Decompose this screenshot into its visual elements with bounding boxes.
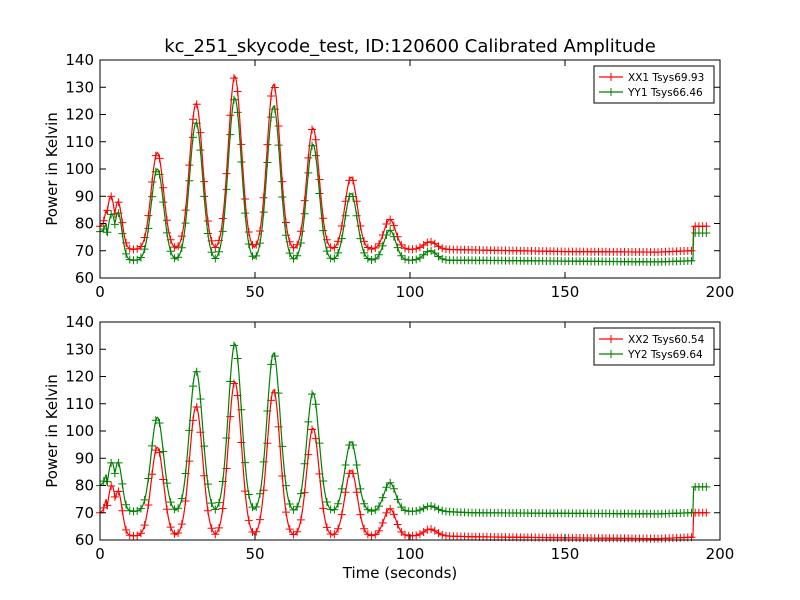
- legend-marker: [607, 88, 615, 96]
- x-tick-label: 0: [95, 545, 105, 563]
- y-tick-label: 130: [65, 340, 94, 358]
- y-tick-label: 70: [75, 242, 94, 260]
- y-tick-label: 90: [75, 449, 94, 467]
- y-tick-label: 80: [75, 477, 94, 495]
- y-axis-label: Power in Kelvin: [43, 112, 61, 226]
- chart-title: kc_251_skycode_test, ID:120600 Calibrate…: [164, 36, 656, 57]
- y-tick-label: 110: [65, 133, 94, 151]
- y-tick-label: 60: [75, 269, 94, 287]
- y-tick-label: 90: [75, 187, 94, 205]
- y-tick-label: 110: [65, 395, 94, 413]
- legend-marker: [607, 350, 615, 358]
- x-tick-label: 150: [551, 283, 580, 301]
- x-tick-label: 50: [245, 283, 264, 301]
- series-line-1: [99, 75, 708, 253]
- x-axis-label: Time (seconds): [342, 564, 458, 582]
- series-line-2: [99, 342, 708, 515]
- legend: XX1 Tsys69.93 YY1 Tsys66.46: [593, 65, 715, 104]
- legend-box: [593, 65, 715, 104]
- legend: XX2 Tsys60.54 YY2 Tsys69.64: [593, 327, 715, 366]
- legend-box: [593, 327, 715, 366]
- y-tick-label: 100: [65, 160, 94, 178]
- x-tick-label: 100: [396, 545, 425, 563]
- bottom-plot: 0 50 100 150 200 60 70 80 90 100 110 120 130 140 Power…: [43, 313, 734, 582]
- top-plot: 0 50 100 150 200 60 70 80 90 100 110 120 130 140 Power…: [43, 51, 734, 301]
- x-tick-label: 0: [95, 283, 105, 301]
- y-tick-label: 60: [75, 531, 94, 549]
- y-tick-label: 80: [75, 215, 94, 233]
- y-tick-label: 120: [65, 368, 94, 386]
- legend-entry: YY1 Tsys66.46: [627, 87, 703, 99]
- legend-entry: YY2 Tsys69.64: [627, 349, 703, 361]
- legend-entry: XX1 Tsys69.93: [628, 72, 704, 84]
- y-axis-label: Power in Kelvin: [43, 374, 61, 488]
- y-tick-label: 140: [65, 51, 94, 69]
- series-line-2: [99, 97, 708, 263]
- x-tick-label: 150: [551, 545, 580, 563]
- y-tick-label: 130: [65, 78, 94, 96]
- x-tick-label: 200: [706, 283, 735, 301]
- x-tick-label: 200: [706, 545, 735, 563]
- y-tick-label: 120: [65, 106, 94, 124]
- x-tick-label: 50: [245, 545, 264, 563]
- legend-entry: XX2 Tsys60.54: [628, 334, 705, 346]
- legend-marker: [607, 335, 615, 343]
- y-tick-label: 70: [75, 504, 94, 522]
- series-line-1: [99, 380, 708, 540]
- x-tick-label: 100: [396, 283, 425, 301]
- y-tick-label: 100: [65, 422, 94, 440]
- legend-marker: [607, 73, 615, 81]
- y-tick-label: 140: [65, 313, 94, 331]
